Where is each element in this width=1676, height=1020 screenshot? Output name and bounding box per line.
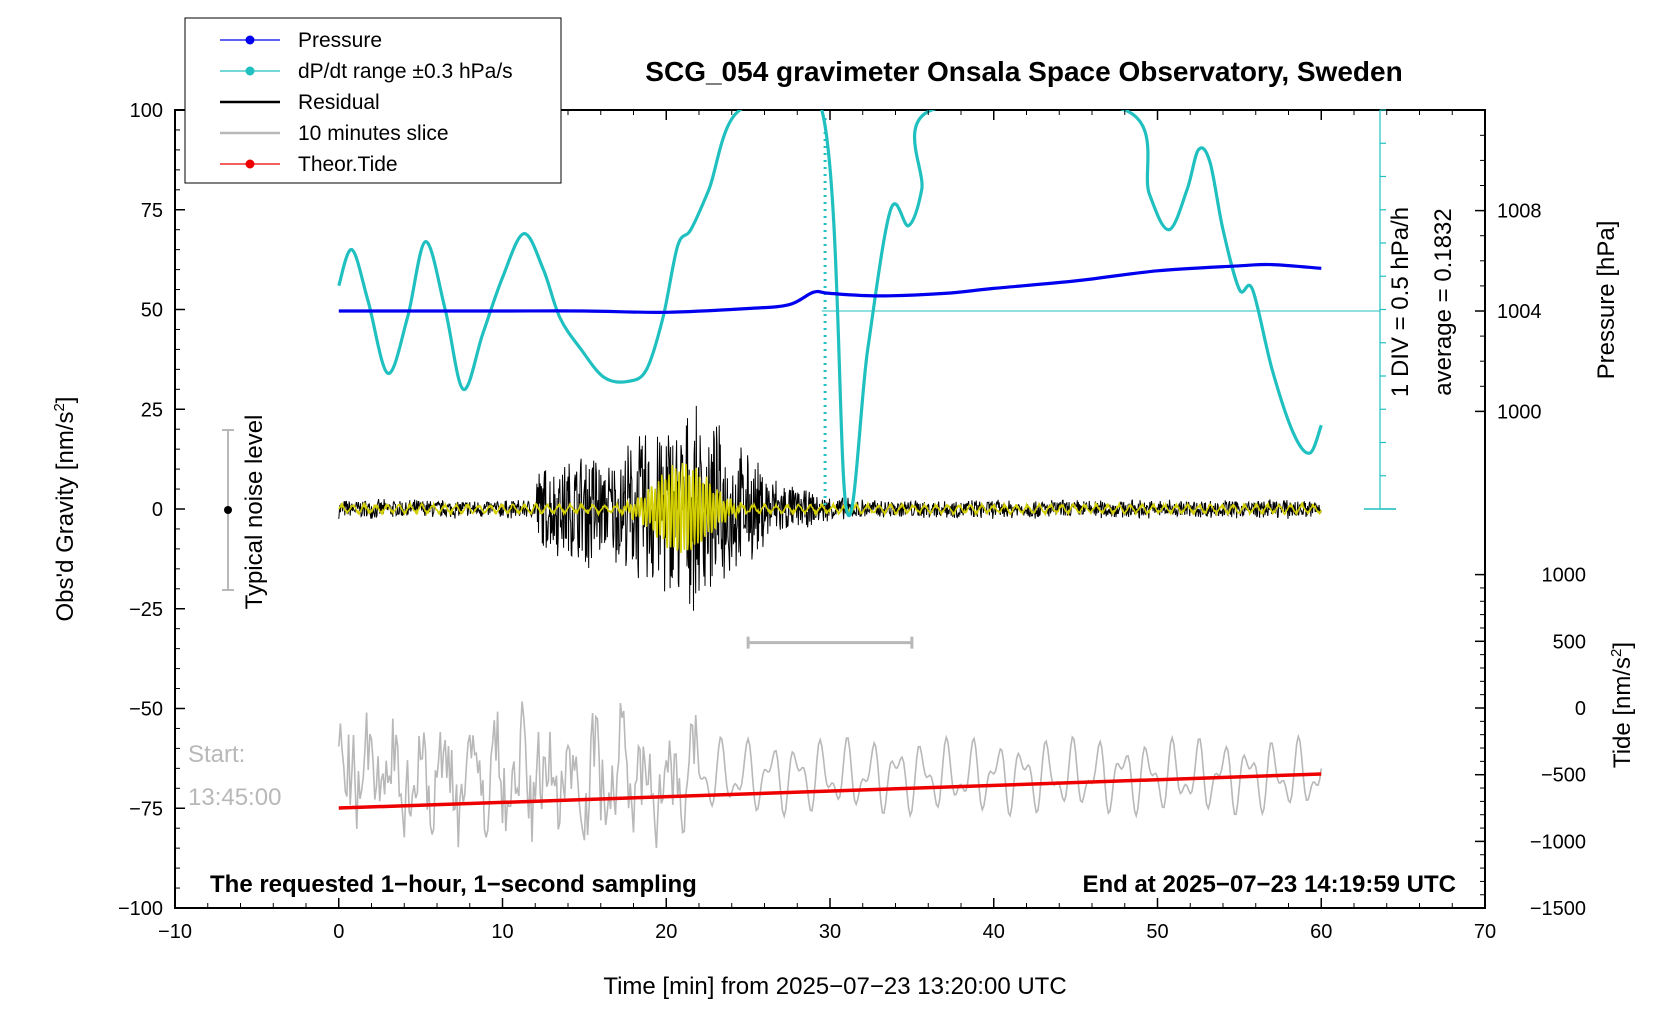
smoothed-residual-line — [338, 462, 1322, 553]
x-tick-label: 10 — [491, 921, 513, 943]
axes: −10 0 10 20 30 40 50 60 701007550250−25−50−75−10… — [118, 100, 1586, 943]
dpdt-scale-axis — [1364, 109, 1396, 510]
tide-tick-label: −500 — [1541, 765, 1586, 787]
legend-label: Pressure — [298, 29, 382, 52]
chart-title: SCG_054 gravimeter Onsala Space Observat… — [645, 56, 1402, 87]
y-tick-label: 25 — [141, 399, 163, 421]
pressure-tick-label: 1004 — [1497, 301, 1542, 323]
legend-marker — [245, 35, 255, 45]
bottom-right-note: End at 2025−07−23 14:19:59 UTC — [1082, 871, 1456, 898]
pressure-tick-label: 1008 — [1497, 201, 1542, 223]
y-axis-label-left: Obs'd Gravity [nm/s2] — [51, 397, 79, 622]
legend-box — [184, 17, 562, 184]
tide-tick-label: 0 — [1575, 698, 1586, 720]
slice-layer — [338, 636, 1323, 849]
x-tick-label: 40 — [983, 921, 1005, 943]
legend: Pressure dP/dt range ±0.3 hPa/s Residual 10… — [184, 17, 562, 184]
x-tick-label: 30 — [819, 921, 841, 943]
y-axis-label-tide: Tide [nm/s2] — [1608, 642, 1636, 768]
x-tick-label: 70 — [1474, 921, 1496, 943]
x-tick-label: 20 — [655, 921, 677, 943]
y-axis-label-pressure: Pressure [hPa] — [1593, 221, 1620, 380]
tide-layer — [338, 772, 1322, 810]
y-tick-label: −100 — [118, 898, 163, 920]
dpdt-average-label: average = 0.1832 — [1430, 208, 1457, 396]
tide-line — [338, 772, 1322, 810]
smoothed-residual-layer — [338, 462, 1322, 553]
tide-tick-label: 1000 — [1542, 565, 1587, 587]
dpdt-scale-label: 1 DIV = 0.5 hPa/h — [1387, 207, 1414, 397]
x-tick-label: 0 — [333, 921, 344, 943]
noise-level-indicator — [222, 429, 234, 591]
tide-tick-label: −1500 — [1530, 898, 1586, 920]
legend-label: Theor.Tide — [298, 153, 398, 176]
dpdt-layer — [337, 110, 1380, 518]
noise-level-label: Typical noise level — [241, 415, 268, 610]
y-tick-label: 50 — [141, 300, 163, 322]
dpdt-line — [337, 110, 1323, 518]
y-tick-label: 75 — [141, 200, 163, 222]
x-tick-label: −10 — [158, 921, 192, 943]
legend-label: 10 minutes slice — [298, 122, 449, 145]
x-tick-label: 50 — [1146, 921, 1168, 943]
start-label: Start: — [188, 741, 245, 768]
bottom-left-note: The requested 1−hour, 1−second sampling — [210, 871, 697, 898]
legend-marker — [245, 66, 255, 76]
pressure-line — [338, 262, 1322, 314]
y-tick-label: 100 — [130, 100, 163, 122]
legend-label: dP/dt range ±0.3 hPa/s — [298, 60, 513, 83]
y-tick-label: 0 — [152, 499, 163, 521]
tide-tick-label: 500 — [1553, 631, 1586, 653]
y-tick-label: −50 — [129, 699, 163, 721]
slice-line — [338, 701, 1323, 849]
y-tick-label: −75 — [129, 798, 163, 820]
legend-label: Residual — [298, 91, 380, 114]
start-time: 13:45:00 — [188, 784, 281, 811]
x-axis-label: Time [min] from 2025−07−23 13:20:00 UTC — [603, 973, 1066, 1000]
legend-marker — [245, 159, 255, 169]
x-tick-label: 60 — [1310, 921, 1332, 943]
y-tick-label: −25 — [129, 599, 163, 621]
pressure-layer — [338, 262, 1322, 314]
tide-tick-label: −1000 — [1530, 831, 1586, 853]
plot-layers — [337, 110, 1380, 849]
pressure-tick-label: 1000 — [1497, 401, 1542, 423]
